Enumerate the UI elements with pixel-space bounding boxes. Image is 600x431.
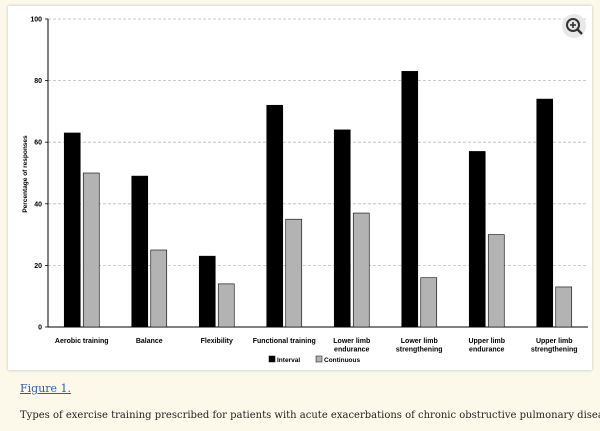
legend: Interval Continuous xyxy=(268,355,360,364)
bar-continuous xyxy=(420,277,438,328)
bar-interval xyxy=(198,255,216,328)
chart-panel: 0 20 40 60 80 100 Aerobic training Balance Flex… xyxy=(8,6,592,370)
x-tick-label: strengthening xyxy=(531,347,578,354)
axes xyxy=(45,18,588,328)
bar-chart: 0 20 40 60 80 100 Aerobic training Balance Flex… xyxy=(22,17,588,364)
bar-interval xyxy=(266,104,284,328)
x-tick-label: Flexibility xyxy=(201,338,233,345)
x-tick-label: endurance xyxy=(334,347,370,354)
x-tick-label: Upper limb xyxy=(536,338,573,345)
bar-continuous xyxy=(352,212,370,328)
y-axis-title: Percentage of responses xyxy=(22,135,29,213)
bar-continuous xyxy=(487,234,505,328)
x-tick-label: Balance xyxy=(136,338,163,345)
x-tick-labels: Aerobic training Balance Flexibility Functi… xyxy=(55,338,578,354)
y-tick-label: 60 xyxy=(34,140,42,147)
x-tick-label: endurance xyxy=(469,347,505,354)
legend-label-continuous: Continuous xyxy=(324,357,360,364)
bar-interval xyxy=(468,151,486,328)
y-tick-label: 20 xyxy=(34,263,42,270)
legend-label-interval: Interval xyxy=(277,357,300,364)
y-tick-label: 100 xyxy=(30,17,42,24)
zoom-in-icon xyxy=(566,18,583,35)
bar-interval xyxy=(333,129,351,328)
figure-caption: Types of exercise training prescribed fo… xyxy=(20,410,600,421)
bar-interval xyxy=(401,71,419,328)
bar-continuous xyxy=(285,218,303,328)
bar-interval xyxy=(63,132,81,328)
x-tick-label: Functional training xyxy=(253,338,316,345)
x-tick-label: Upper limb xyxy=(468,338,505,345)
legend-swatch-interval xyxy=(268,355,276,363)
y-tick-label: 80 xyxy=(34,78,42,85)
bar-continuous xyxy=(217,283,235,328)
bar-continuous xyxy=(555,286,573,328)
zoom-button[interactable] xyxy=(562,14,586,38)
legend-swatch-continuous xyxy=(315,355,323,363)
y-tick-label: 0 xyxy=(38,325,42,332)
x-tick-label: strengthening xyxy=(396,347,443,354)
y-tick-label: 40 xyxy=(34,201,42,208)
bar-continuous xyxy=(150,249,168,328)
bar-continuous xyxy=(82,172,100,328)
x-tick-label: Lower limb xyxy=(401,338,438,345)
y-tick-labels: 0 20 40 60 80 100 xyxy=(30,17,42,332)
x-tick-label: Lower limb xyxy=(333,338,370,345)
figure-link[interactable]: Figure 1. xyxy=(20,382,72,395)
bar-interval xyxy=(131,175,149,328)
bar-interval xyxy=(536,98,554,328)
grid-lines xyxy=(48,18,588,266)
x-tick-label: Aerobic training xyxy=(55,338,109,345)
bars xyxy=(63,71,573,328)
